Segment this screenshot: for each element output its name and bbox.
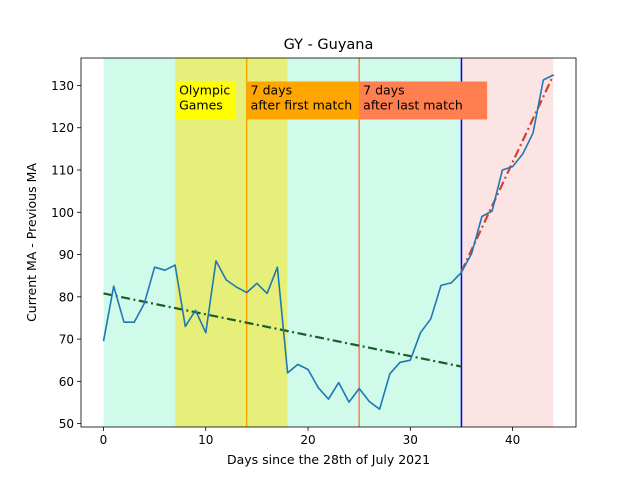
annotation-text-1-0: 7 days (251, 82, 292, 97)
y-tick-label-60: 60 (59, 375, 74, 389)
annotation-box-2 (359, 81, 488, 120)
pre-trend-line (103, 292, 462, 368)
data-series (102, 74, 554, 411)
plot-frame (80, 57, 577, 428)
y-tick-label-70: 70 (59, 333, 74, 347)
x-tick-label-0: 0 (100, 433, 108, 447)
x-tick-label-20: 20 (300, 433, 315, 447)
period-band-3 (461, 58, 554, 427)
period-band-2 (287, 58, 462, 427)
chart-title: GY - Guyana (284, 37, 374, 53)
annotation-text-1-1: after first match (251, 97, 352, 112)
y-tick-label-80: 80 (59, 290, 74, 304)
period-bands (103, 58, 554, 427)
y-axis-ticks: 50 60 70 80 90 100 110 120 130 (51, 79, 81, 431)
x-axis-label: Days since the 28th of July 2021 (227, 452, 430, 467)
x-axis-ticks: 0 10 20 30 40 (100, 427, 520, 447)
period-band-1 (175, 58, 288, 427)
annotation-box-0 (175, 81, 236, 120)
y-tick-label-110: 110 (51, 164, 74, 178)
y-tick-label-100: 100 (51, 206, 74, 220)
annotation-text-2-1: after last match (363, 97, 463, 112)
y-axis-label: Current MA - Previous MA (24, 163, 39, 322)
period-band-0 (103, 58, 176, 427)
x-tick-label-30: 30 (403, 433, 418, 447)
annotation-text-2-0: 7 days (363, 82, 404, 97)
x-tick-label-10: 10 (198, 433, 213, 447)
y-tick-label-90: 90 (59, 248, 74, 262)
series-line-0 (102, 74, 554, 411)
annotation-text-0-0: Olympic (179, 82, 230, 97)
x-tick-label-40: 40 (505, 433, 520, 447)
y-tick-label-50: 50 (59, 417, 74, 431)
y-tick-label-130: 130 (51, 79, 74, 93)
y-tick-label-120: 120 (51, 121, 74, 135)
annotation-text-0-1: Games (179, 97, 223, 112)
